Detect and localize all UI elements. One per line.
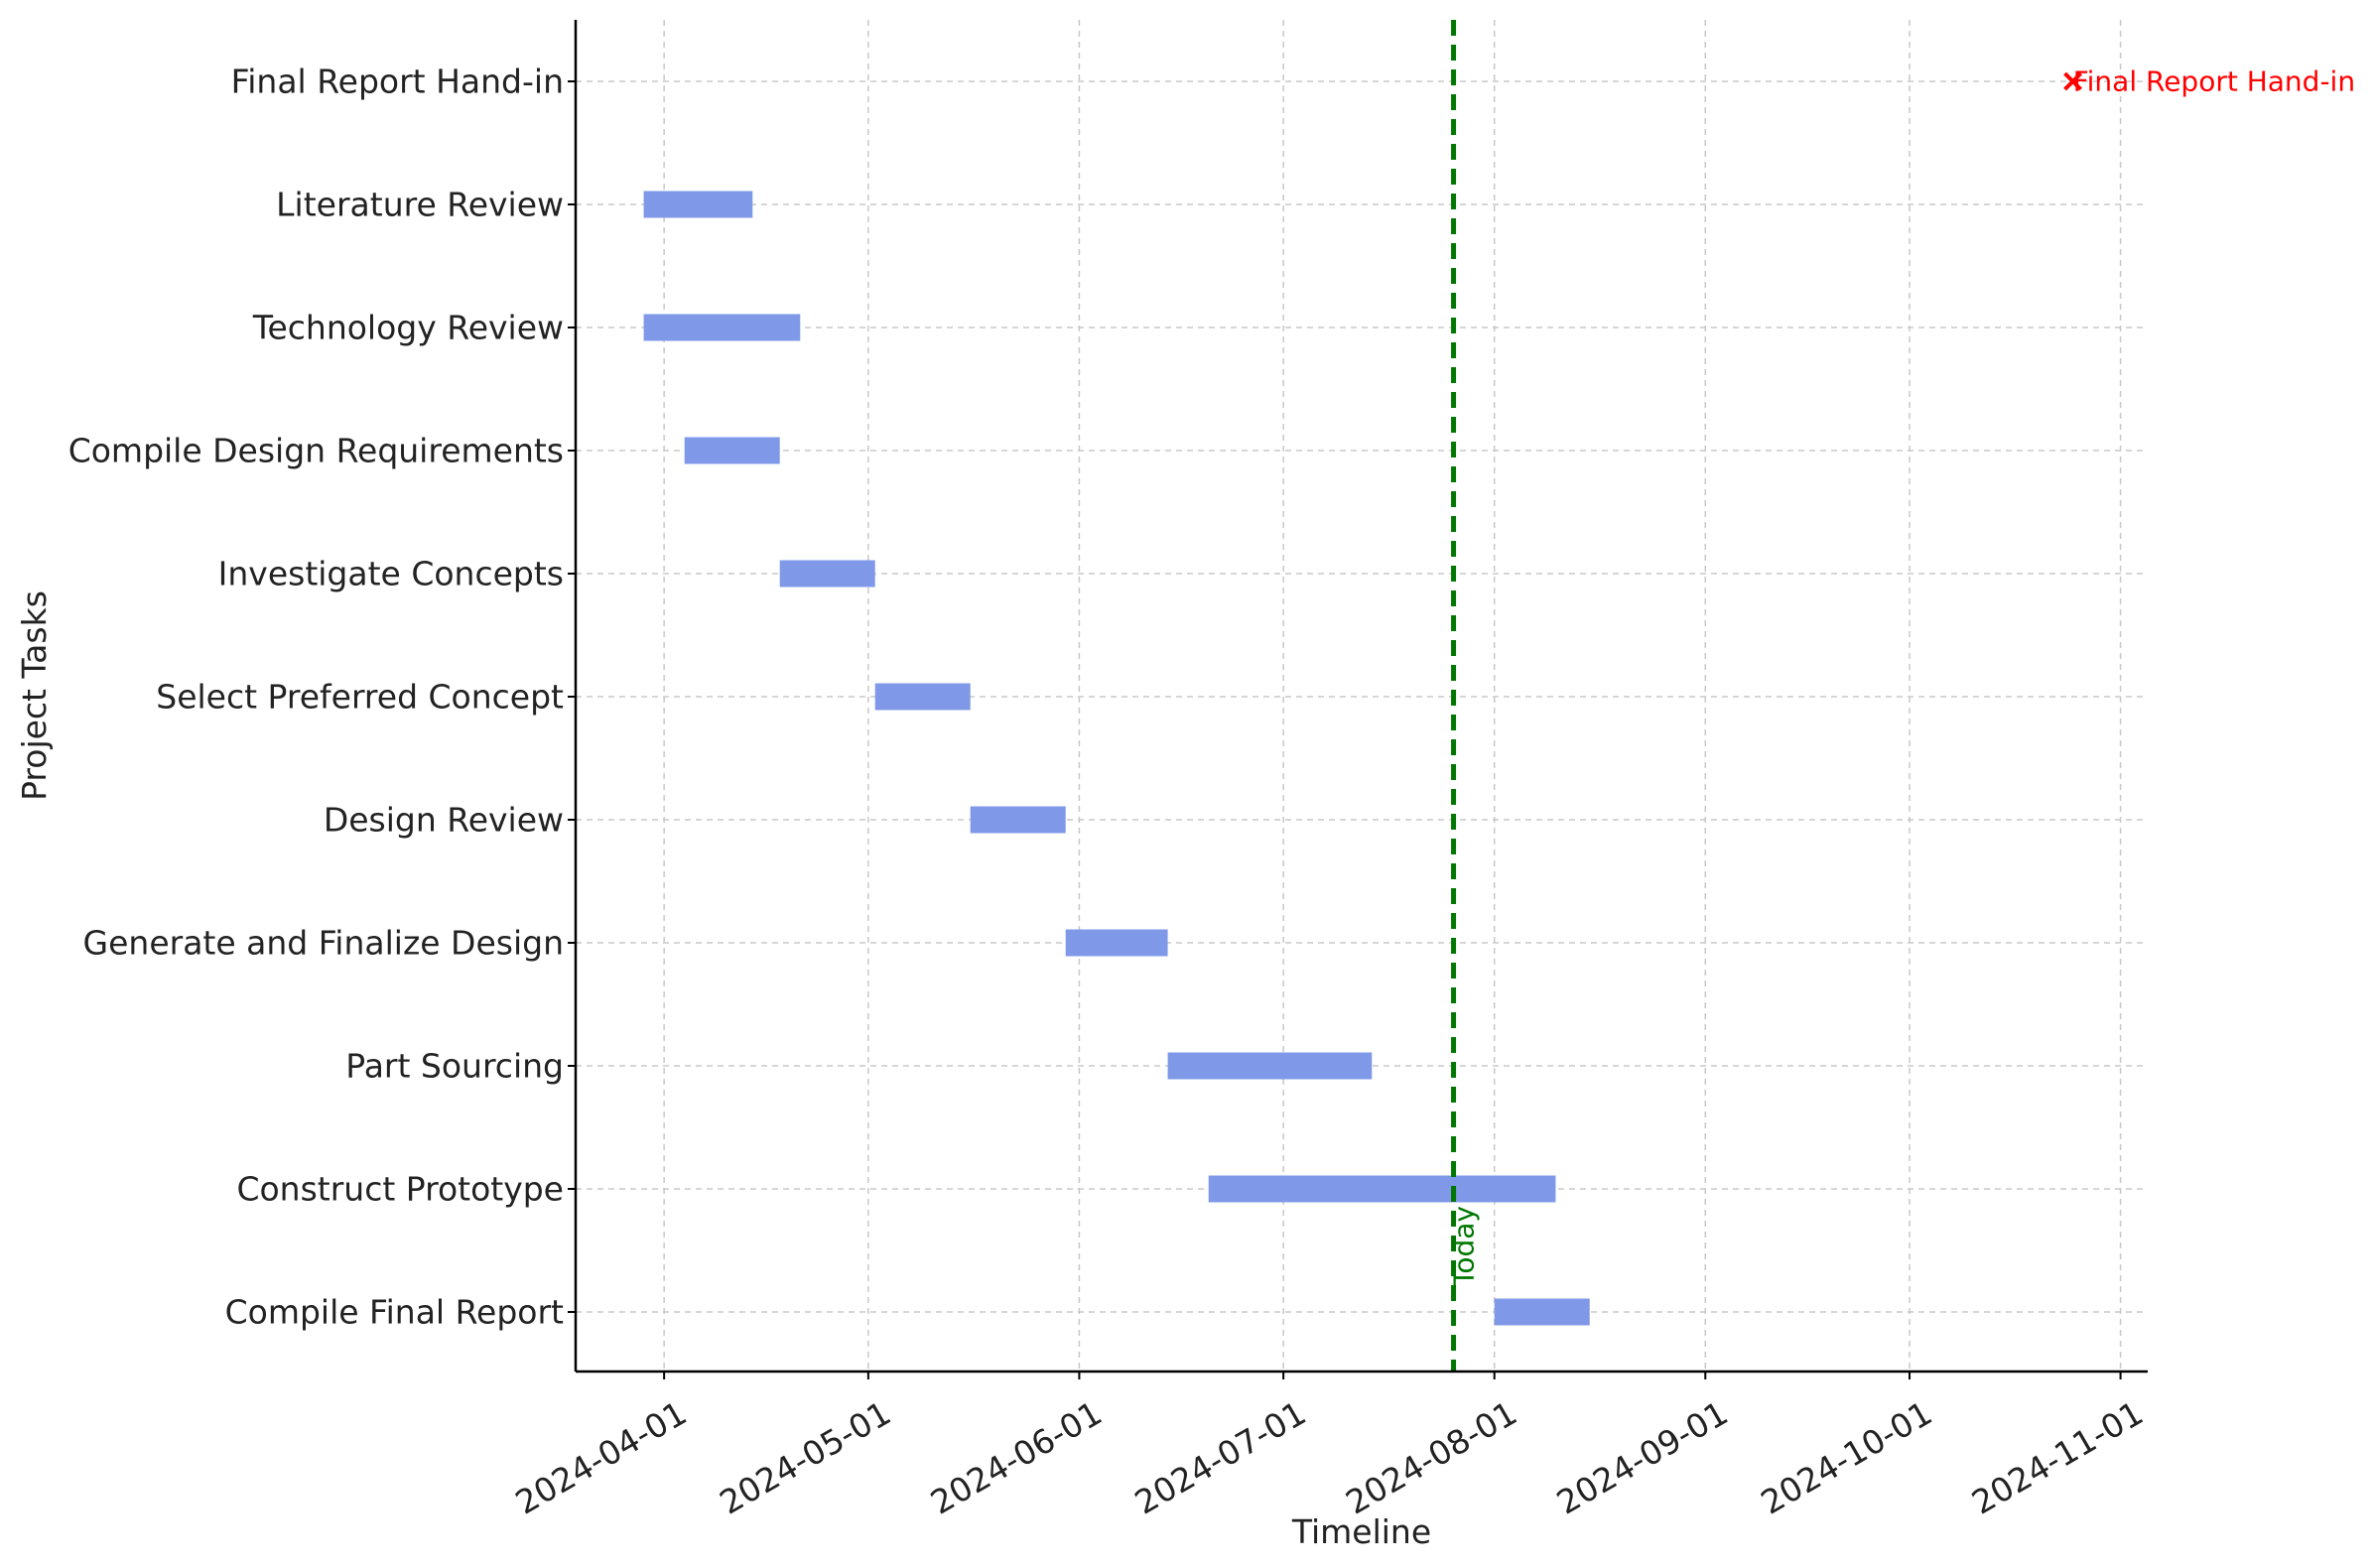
y-tick-label: Compile Final Report <box>225 1293 564 1332</box>
y-tick-label: Part Sourcing <box>345 1047 564 1086</box>
task-bars <box>643 191 1590 1326</box>
x-tick-label: 2024-06-01 <box>924 1393 1109 1522</box>
today-label: Today <box>1448 1206 1481 1287</box>
x-tick-label: 2024-11-01 <box>1965 1393 2150 1522</box>
task-bar <box>684 437 780 464</box>
x-axis-label: Timeline <box>1291 1512 1431 1551</box>
milestone-x-marker <box>2063 71 2082 91</box>
x-tick-labels: 2024-04-01 2024-05-01 2024-06-01 2024-07-01… <box>509 1372 2150 1522</box>
y-tick-label: Generate and Finalize Design <box>83 924 564 963</box>
y-tick-labels: Final Report Hand-in Literature Review Tec… <box>68 63 576 1332</box>
milestone-label: Final Report Hand-in <box>2073 65 2356 98</box>
task-bar <box>779 560 875 588</box>
x-tick-label: 2024-04-01 <box>509 1393 694 1522</box>
y-tick-label: Construct Prototype <box>236 1170 564 1209</box>
task-bar <box>643 314 801 341</box>
y-tick-label: Technology Review <box>252 309 564 347</box>
task-bar <box>1167 1052 1373 1080</box>
axes <box>574 20 2148 1373</box>
x-tick-label: 2024-09-01 <box>1550 1393 1735 1522</box>
task-bar <box>1494 1298 1590 1326</box>
y-tick-label: Investigate Concepts <box>218 555 564 593</box>
milestone-marker: Final Report Hand-in <box>2063 65 2356 98</box>
y-tick-label: Literature Review <box>276 186 564 224</box>
x-tick-label: 2024-07-01 <box>1128 1393 1313 1522</box>
y-tick-label: Design Review <box>324 801 564 840</box>
task-bar <box>1065 929 1168 957</box>
x-tick-label: 2024-08-01 <box>1339 1393 1523 1522</box>
y-tick-label: Select Preferred Concept <box>156 678 564 717</box>
x-tick-label: 2024-05-01 <box>713 1393 897 1522</box>
x-tick-label: 2024-10-01 <box>1755 1393 1939 1522</box>
task-bar <box>874 683 971 711</box>
grid-lines <box>576 20 2148 1372</box>
task-bar <box>970 806 1066 834</box>
task-bar <box>1208 1175 1556 1203</box>
y-tick-label: Final Report Hand-in <box>231 63 564 101</box>
task-bar <box>643 191 753 218</box>
y-axis-label: Project Tasks <box>15 590 54 801</box>
today-marker: Today <box>1448 20 1481 1372</box>
y-tick-label: Compile Design Requirements <box>68 432 564 470</box>
